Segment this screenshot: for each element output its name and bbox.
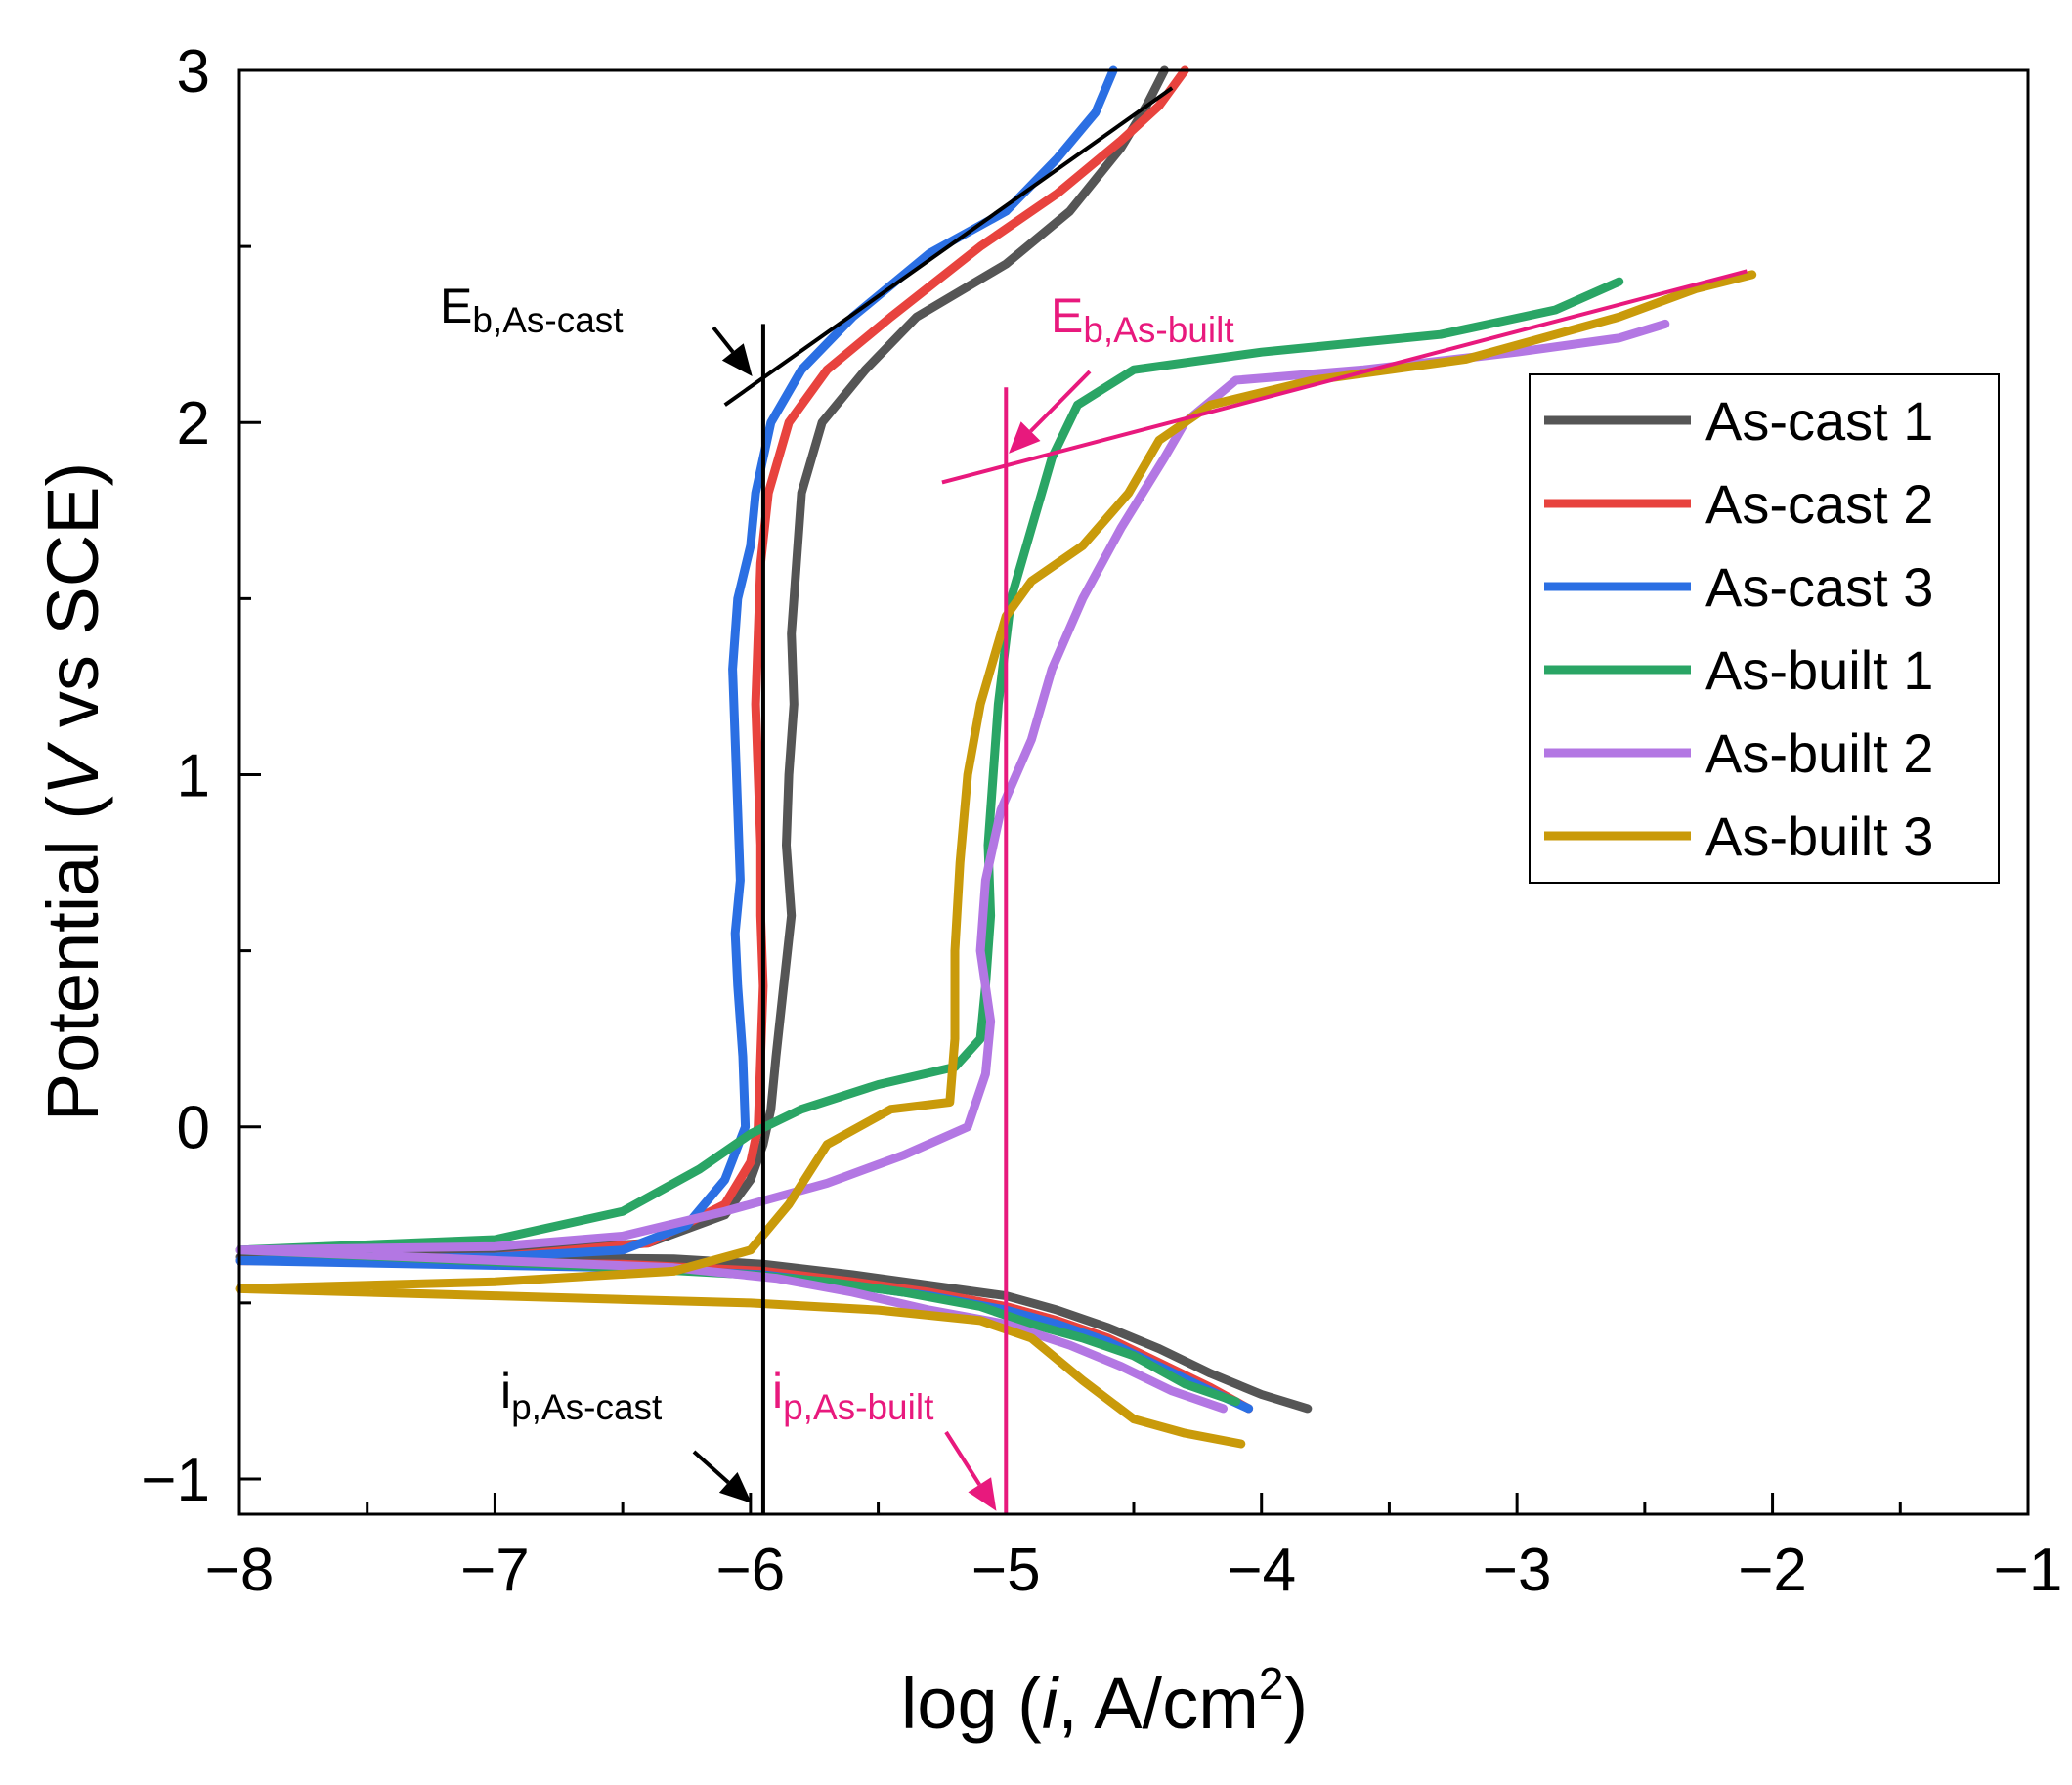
legend-label: As-cast 3 (1705, 556, 1933, 618)
y-tick-label: 3 (177, 38, 210, 106)
series-line-as-cast-1 (235, 65, 1313, 1414)
y-axis-title: Potential (V vs SCE) (32, 462, 113, 1121)
ip-as-cast-arrow (692, 1450, 753, 1503)
legend-label: As-built 3 (1705, 805, 1933, 867)
annotation-layer (692, 86, 1748, 1514)
legend-box (1529, 373, 2000, 884)
y-tick-label: 1 (177, 742, 210, 809)
legend-label: As-cast 1 (1705, 390, 1933, 452)
x-axis-title: log (i, A/cm2) (901, 1658, 1308, 1744)
x-tick-label: −5 (971, 1537, 1041, 1604)
y-tick-labels: −1 0 1 2 3 (141, 38, 210, 1514)
series-line-as-built-1 (235, 277, 1624, 1407)
x-tick-label: −8 (205, 1537, 275, 1604)
x-tick-label: −2 (1738, 1537, 1807, 1604)
y-tick-label: −1 (141, 1447, 210, 1514)
eb-as-cast-arrow (712, 326, 753, 377)
tick-layer (237, 68, 2030, 1514)
y-tick-label: 2 (177, 390, 210, 457)
legend-label: As-built 2 (1705, 722, 1933, 784)
legend: As-cast 1 As-cast 2 As-cast 3 As-built 1 As-… (1529, 373, 2000, 884)
ip-as-built-arrow (944, 1430, 997, 1511)
x-tick-label: −3 (1483, 1537, 1552, 1604)
y-tick-label: 0 (177, 1095, 210, 1162)
ip-as-cast-label: ip,As-cast (500, 1364, 663, 1427)
legend-label: As-cast 2 (1705, 473, 1933, 535)
x-tick-label: −7 (460, 1537, 530, 1604)
x-tick-label: −4 (1227, 1537, 1296, 1604)
eb-as-cast-tangent (723, 86, 1174, 407)
x-tick-labels: −8 −7 −6 −5 −4 −3 −2 −1 (205, 1537, 2063, 1604)
x-tick-label: −6 (716, 1537, 786, 1604)
legend-label: As-built 1 (1705, 639, 1933, 701)
eb-as-built-label: Eb,As-built (1051, 288, 1234, 350)
series-layer (235, 65, 1757, 1449)
ip-as-built-label: ip,As-built (772, 1364, 934, 1427)
x-tick-label: −1 (1994, 1537, 2063, 1604)
eb-as-built-arrow (1009, 370, 1092, 454)
eb-as-built-tangent (941, 269, 1748, 485)
eb-as-cast-label: Eb,As-cast (440, 279, 624, 340)
legend-items: As-cast 1 As-cast 2 As-cast 3 As-built 1 As-… (1544, 390, 1933, 867)
series-line-as-built-2 (235, 319, 1670, 1414)
plot-frame (237, 68, 2030, 1516)
